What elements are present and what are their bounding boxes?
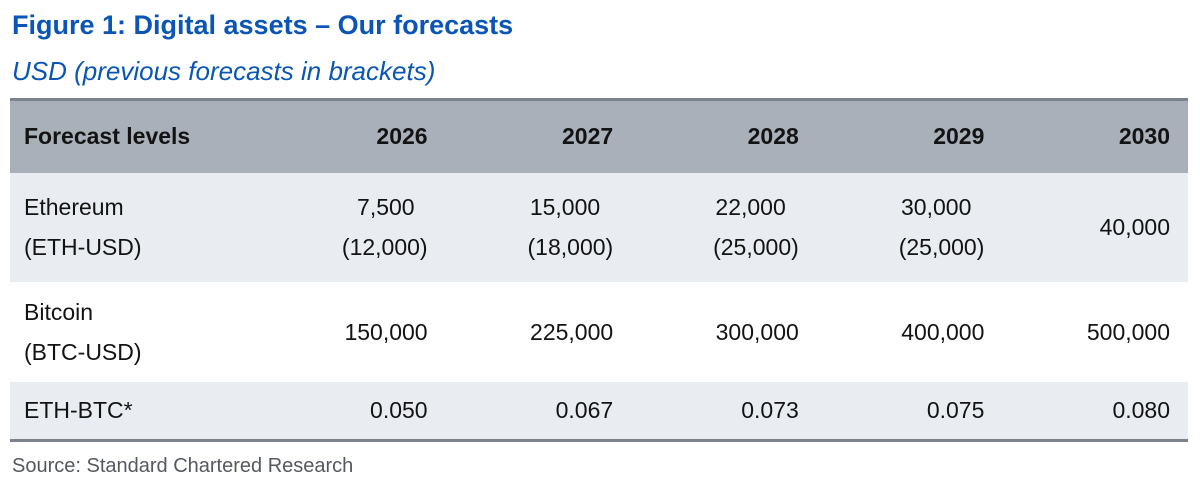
asset-name: ETH-BTC* [10, 381, 260, 441]
forecast-value: 225,000 [445, 281, 632, 382]
asset-label-cell: Ethereum (ETH-USD) [10, 172, 260, 282]
column-header-2030: 2030 [1002, 99, 1188, 173]
column-header-2027: 2027 [445, 99, 632, 173]
source-note: Source: Standard Chartered Research [12, 455, 354, 477]
previous-forecast-value: (18,000) [527, 234, 614, 260]
forecast-value: 40,000 [1099, 214, 1170, 240]
asset-ticker: (ETH-USD) [24, 234, 142, 260]
table-header-row: Forecast levels 2026 2027 2028 2029 2030 [10, 99, 1188, 173]
table-row-ethereum: Ethereum (ETH-USD) 7,500 (12,000) 15,000… [10, 172, 1188, 282]
column-header-2026: 2026 [260, 99, 446, 173]
column-header-2028: 2028 [631, 99, 817, 173]
forecast-value: 0.073 [631, 381, 817, 441]
previous-forecast-value: (12,000) [341, 234, 428, 260]
forecast-value: 400,000 [816, 281, 1003, 382]
forecast-cell: 40,000 [1002, 172, 1188, 282]
asset-name: Bitcoin [24, 298, 94, 325]
forecast-value: 500,000 [1002, 281, 1188, 382]
forecast-value: 15,000 [529, 194, 601, 220]
forecast-value: 7,500 [357, 194, 415, 220]
forecast-value: 300,000 [631, 281, 817, 382]
forecast-value: 0.080 [1002, 381, 1188, 441]
forecast-value: 150,000 [260, 281, 446, 382]
forecast-cell: 30,000 (25,000) [816, 172, 1003, 282]
forecast-value: 0.067 [445, 381, 632, 441]
asset-ticker: (BTC-USD) [24, 338, 142, 365]
figure-subtitle: USD (previous forecasts in brackets) [12, 56, 436, 86]
forecast-cell: 15,000 (18,000) [445, 172, 632, 282]
previous-forecast-value: (25,000) [713, 234, 799, 260]
column-header-2029: 2029 [816, 99, 1003, 173]
forecast-value: 0.075 [816, 381, 1003, 441]
forecast-value: 22,000 [715, 194, 786, 220]
forecast-cell: 22,000 (25,000) [631, 172, 817, 282]
previous-forecast-value: (25,000) [898, 234, 985, 260]
forecast-cell: 7,500 (12,000) [260, 172, 446, 282]
forecast-value: 0.050 [260, 381, 446, 441]
figure-title: Figure 1: Digital assets – Our forecasts [12, 10, 514, 40]
asset-label-cell: Bitcoin (BTC-USD) [10, 281, 260, 382]
table-row-bitcoin: Bitcoin (BTC-USD) 150,000 225,000 300,00… [10, 281, 1188, 382]
asset-name: Ethereum [24, 194, 124, 220]
column-header-forecast-levels: Forecast levels [10, 99, 260, 173]
table-row-eth-btc: ETH-BTC* 0.050 0.067 0.073 0.075 0.080 [10, 381, 1188, 441]
forecast-value: 30,000 [901, 194, 972, 220]
forecast-table: Forecast levels 2026 2027 2028 2029 2030… [10, 98, 1188, 442]
